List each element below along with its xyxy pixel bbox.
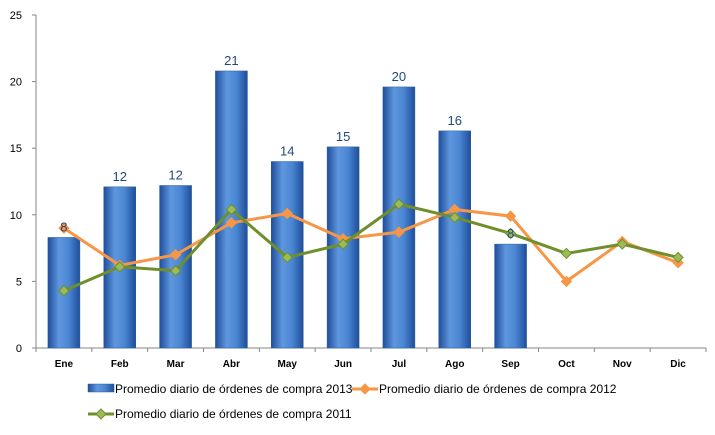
x-tick-label: Sep bbox=[501, 359, 519, 370]
legend-label: Promedio diario de órdenes de compra 201… bbox=[115, 382, 353, 396]
legend-marker bbox=[359, 383, 371, 395]
y-tick-label: 0 bbox=[16, 343, 22, 355]
data-label: 8 bbox=[60, 219, 67, 234]
series-line bbox=[63, 207, 679, 283]
legend: Promedio diario de órdenes de compra 201… bbox=[87, 382, 617, 421]
x-tick-label: Feb bbox=[111, 359, 129, 370]
x-tick-label: Mar bbox=[167, 359, 185, 370]
data-label: 12 bbox=[113, 169, 127, 184]
y-tick-label: 20 bbox=[10, 77, 22, 89]
y-tick-label: 25 bbox=[10, 10, 22, 22]
data-label: 14 bbox=[280, 144, 294, 159]
y-tick-label: 5 bbox=[16, 276, 22, 288]
x-tick-label: Ene bbox=[55, 359, 74, 370]
series-marker bbox=[449, 211, 461, 224]
series-marker bbox=[225, 203, 238, 216]
series-marker bbox=[169, 249, 182, 261]
series-marker bbox=[281, 251, 293, 264]
x-tick-label: Oct bbox=[558, 359, 575, 370]
bar bbox=[494, 243, 527, 349]
series-marker bbox=[393, 198, 405, 210]
y-tick-label: 15 bbox=[10, 143, 22, 155]
x-tick-label: Jun bbox=[334, 359, 352, 370]
series-marker bbox=[560, 247, 573, 260]
series-marker bbox=[281, 207, 293, 220]
plot-area: 0 5 10 15 20 25 Ene Feb Mar Abr May Jun Jul Ago Sep Oct… bbox=[10, 10, 707, 370]
series-marker bbox=[393, 226, 405, 238]
bar bbox=[438, 130, 471, 349]
x-tick-label: Dic bbox=[670, 359, 686, 370]
data-label: 20 bbox=[392, 69, 406, 84]
x-tick-label: May bbox=[278, 359, 298, 370]
legend-swatch bbox=[87, 383, 115, 393]
series-marker bbox=[337, 238, 349, 250]
legend-marker bbox=[95, 408, 107, 420]
data-label: 12 bbox=[168, 167, 182, 182]
x-tick-label: Jul bbox=[392, 359, 407, 370]
data-label: 8 bbox=[507, 226, 514, 241]
legend-label: Promedio diario de órdenes de compra 201… bbox=[115, 407, 352, 421]
series-marker bbox=[169, 265, 182, 277]
bar bbox=[382, 86, 416, 349]
series-marker bbox=[672, 251, 684, 264]
legend-label: Promedio diario de órdenes de compra 201… bbox=[379, 382, 617, 396]
x-tick-label: Nov bbox=[613, 359, 632, 370]
series-marker bbox=[114, 261, 126, 273]
y-tick-label: 10 bbox=[10, 210, 22, 222]
series-marker bbox=[225, 217, 238, 229]
data-label: 21 bbox=[224, 53, 238, 68]
data-label: 15 bbox=[336, 129, 350, 144]
data-label: 16 bbox=[448, 113, 462, 128]
series-line bbox=[63, 202, 679, 293]
series-marker bbox=[58, 222, 70, 234]
series-marker bbox=[58, 285, 70, 297]
x-tick-label: Abr bbox=[223, 359, 240, 370]
series-marker bbox=[616, 238, 628, 250]
x-tick-label: Ago bbox=[445, 359, 464, 370]
series-marker bbox=[504, 227, 517, 240]
series-marker bbox=[504, 210, 517, 222]
series-marker bbox=[560, 275, 573, 288]
